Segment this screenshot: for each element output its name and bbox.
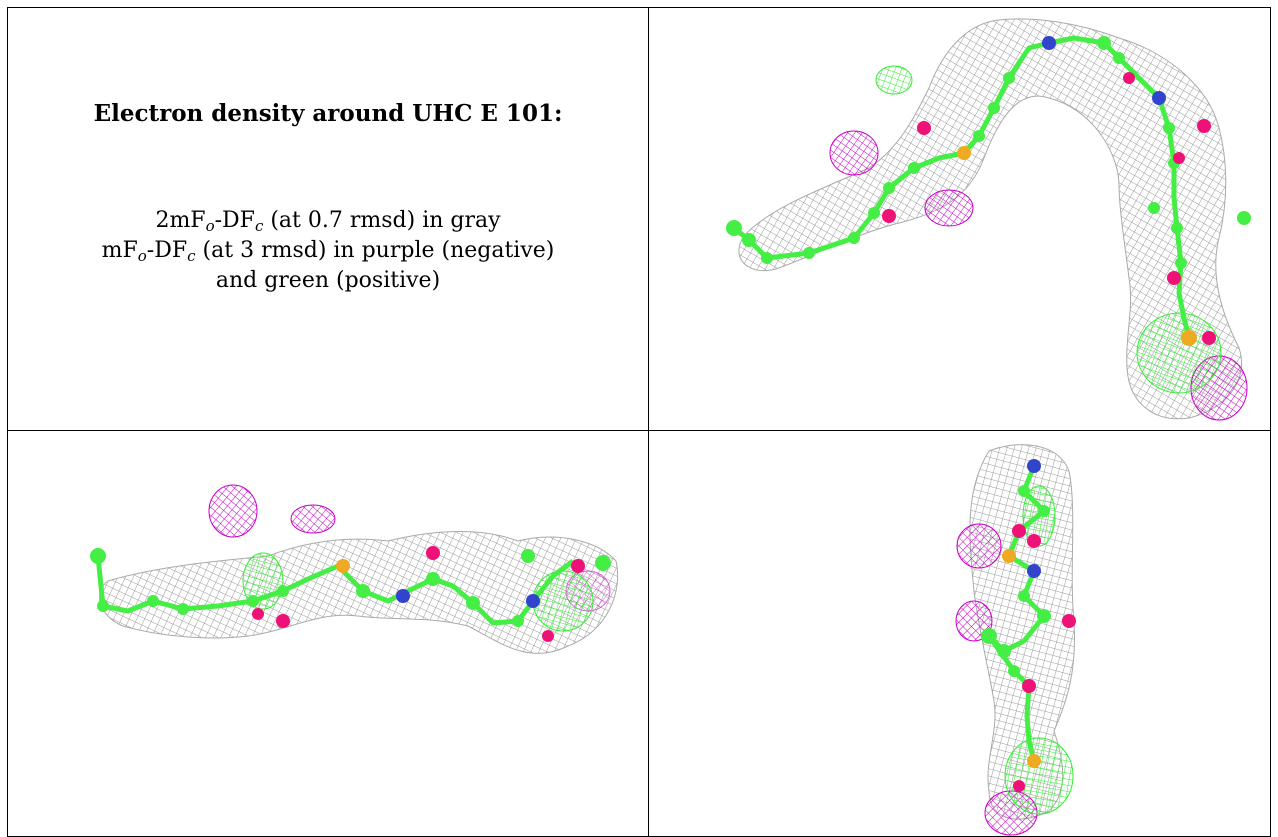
positive-density-blob bbox=[532, 570, 594, 632]
atoms bbox=[981, 459, 1076, 792]
grid-line-middle bbox=[7, 430, 1271, 431]
grid-line-right bbox=[1270, 7, 1271, 837]
positive-density-blob bbox=[875, 65, 913, 95]
density-view-bottom-right bbox=[649, 431, 1270, 836]
legend-line-mfo: mFo-DFc (at 3 rmsd) in purple (negative) bbox=[101, 238, 555, 265]
atoms bbox=[90, 546, 611, 642]
legend-line-2mfo: 2mFo-DFc (at 0.7 rmsd) in gray bbox=[155, 208, 501, 235]
caption-cell: Electron density around UHC E 101: 2mFo-… bbox=[8, 8, 648, 430]
positive-density-blob bbox=[1136, 312, 1222, 394]
atoms bbox=[726, 36, 1251, 346]
density-view-bottom-left bbox=[8, 431, 648, 836]
negative-density-blob bbox=[924, 189, 974, 227]
molecule-backbone bbox=[732, 35, 1192, 339]
negative-density-blob bbox=[956, 523, 1002, 569]
figure-title: Electron density around UHC E 101: bbox=[93, 100, 563, 127]
negative-density-blob bbox=[290, 504, 336, 534]
density-image-2 bbox=[90, 484, 619, 654]
grid-line-center bbox=[648, 7, 649, 837]
grid-line-top bbox=[7, 7, 1271, 8]
molecule-backbone bbox=[986, 465, 1047, 762]
negative-density-blob bbox=[208, 484, 258, 538]
density-image-1 bbox=[726, 18, 1251, 421]
grid-line-left bbox=[7, 7, 8, 837]
positive-density-blob bbox=[1004, 737, 1074, 815]
density-view-top-right bbox=[649, 8, 1270, 430]
negative-density-blob bbox=[829, 130, 879, 176]
density-image-3 bbox=[955, 444, 1076, 836]
legend-line-green: and green (positive) bbox=[215, 268, 441, 293]
legend-text: 2mFo-DFc (at 0.7 rmsd) in gray mFo-DFc (… bbox=[8, 206, 648, 296]
